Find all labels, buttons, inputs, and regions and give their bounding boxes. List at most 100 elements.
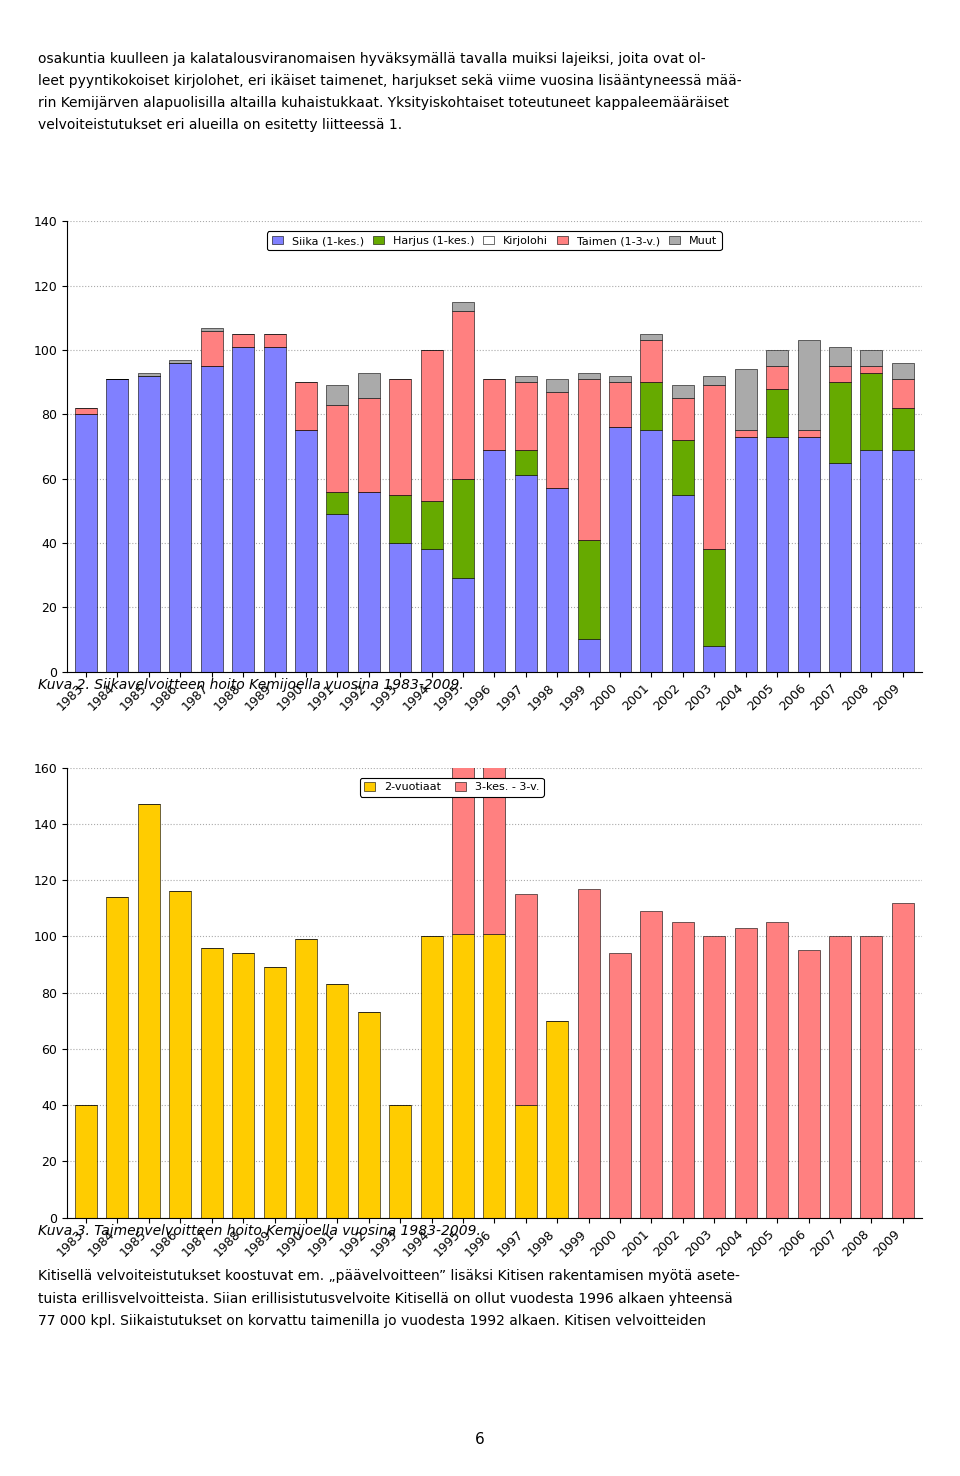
Bar <box>484 638 505 933</box>
Bar <box>452 478 474 579</box>
Bar <box>169 363 191 672</box>
Bar <box>640 382 662 431</box>
Bar <box>389 1106 411 1218</box>
Bar <box>798 431 820 437</box>
Bar <box>734 928 756 1218</box>
Bar <box>326 514 348 672</box>
Bar <box>609 427 631 672</box>
Bar <box>264 334 285 347</box>
Bar <box>452 933 474 1218</box>
Bar <box>578 372 600 379</box>
Bar <box>515 894 537 1106</box>
Bar <box>201 948 223 1218</box>
Text: Kitisellä velvoiteistutukset koostuvat em. „päävelvoitteen” lisäksi Kitisen rake: Kitisellä velvoiteistutukset koostuvat e… <box>38 1269 740 1283</box>
Bar <box>358 1013 380 1218</box>
Bar <box>734 369 756 431</box>
Bar <box>107 897 129 1218</box>
Bar <box>295 939 317 1218</box>
Bar <box>672 922 694 1218</box>
Bar <box>672 399 694 440</box>
Bar <box>798 437 820 672</box>
Bar <box>295 382 317 431</box>
Bar <box>892 379 914 407</box>
Bar <box>358 399 380 492</box>
Bar <box>892 450 914 672</box>
Bar <box>766 350 788 366</box>
Bar <box>704 936 725 1218</box>
Bar <box>515 1106 537 1218</box>
Bar <box>609 376 631 382</box>
Bar <box>860 366 882 372</box>
Bar <box>452 301 474 311</box>
Text: tuista erillisvelvoitteista. Siian erillisistutusvelvoite Kitisellä on ollut vuo: tuista erillisvelvoitteista. Siian erill… <box>38 1292 733 1305</box>
Bar <box>766 366 788 388</box>
Bar <box>766 388 788 437</box>
Text: velvoiteistutukset eri alueilla on esitetty liitteessä 1.: velvoiteistutukset eri alueilla on esite… <box>38 118 402 131</box>
Bar <box>484 933 505 1218</box>
Legend: Siika (1-kes.), Harjus (1-kes.), Kirjolohi, Taimen (1-3-v.), Muut: Siika (1-kes.), Harjus (1-kes.), Kirjolo… <box>267 232 722 251</box>
Text: 6: 6 <box>475 1432 485 1446</box>
Bar <box>704 385 725 549</box>
Bar <box>892 363 914 379</box>
Bar <box>860 372 882 450</box>
Bar <box>892 903 914 1218</box>
Bar <box>389 543 411 672</box>
Bar <box>640 334 662 341</box>
Bar <box>326 404 348 492</box>
Bar <box>389 379 411 494</box>
Bar <box>515 475 537 672</box>
Bar <box>452 669 474 933</box>
Bar <box>798 341 820 431</box>
Bar <box>295 431 317 672</box>
Bar <box>546 1021 568 1218</box>
Bar <box>358 492 380 672</box>
Text: 77 000 kpl. Siikaistutukset on korvattu taimenilla jo vuodesta 1992 alkaen. Kiti: 77 000 kpl. Siikaistutukset on korvattu … <box>38 1314 707 1327</box>
Text: rin Kemijärven alapuolisilla altailla kuhaistukkaat. Yksityiskohtaiset toteutune: rin Kemijärven alapuolisilla altailla ku… <box>38 96 730 109</box>
Bar <box>734 431 756 437</box>
Bar <box>201 331 223 366</box>
Bar <box>860 936 882 1218</box>
Bar <box>138 804 160 1218</box>
Bar <box>578 639 600 672</box>
Bar <box>828 366 851 382</box>
Bar <box>232 334 254 347</box>
Bar <box>169 892 191 1218</box>
Bar <box>515 382 537 450</box>
Bar <box>420 936 443 1218</box>
Bar <box>232 347 254 672</box>
Bar <box>609 382 631 427</box>
Bar <box>169 360 191 363</box>
Bar <box>672 440 694 494</box>
Bar <box>484 379 505 450</box>
Bar <box>484 450 505 672</box>
Text: osakuntia kuulleen ja kalatalousviranomaisen hyväksymällä tavalla muiksi lajeiks: osakuntia kuulleen ja kalatalousviranoma… <box>38 52 706 65</box>
Bar <box>828 347 851 366</box>
Bar <box>201 328 223 331</box>
Bar <box>326 984 348 1218</box>
Bar <box>609 953 631 1218</box>
Bar <box>860 350 882 366</box>
Bar <box>232 953 254 1218</box>
Bar <box>358 372 380 399</box>
Bar <box>640 431 662 672</box>
Bar <box>138 372 160 376</box>
Bar <box>828 936 851 1218</box>
Bar <box>578 379 600 540</box>
Bar <box>515 376 537 382</box>
Bar <box>704 376 725 385</box>
Bar <box>640 341 662 382</box>
Bar <box>578 540 600 639</box>
Bar <box>420 502 443 549</box>
Text: Kuva 2. Siikavelvoitteen hoito Kemijoella vuosina 1983-2009.: Kuva 2. Siikavelvoitteen hoito Kemijoell… <box>38 679 464 692</box>
Bar <box>452 311 474 478</box>
Bar <box>704 646 725 672</box>
Bar <box>578 889 600 1218</box>
Bar <box>75 1106 97 1218</box>
Bar <box>389 494 411 543</box>
Bar <box>138 376 160 672</box>
Bar <box>264 347 285 672</box>
Bar <box>326 385 348 404</box>
Legend: 2-vuotiaat, 3-kes. - 3-v.: 2-vuotiaat, 3-kes. - 3-v. <box>360 778 543 797</box>
Bar <box>672 385 694 399</box>
Bar <box>546 379 568 391</box>
